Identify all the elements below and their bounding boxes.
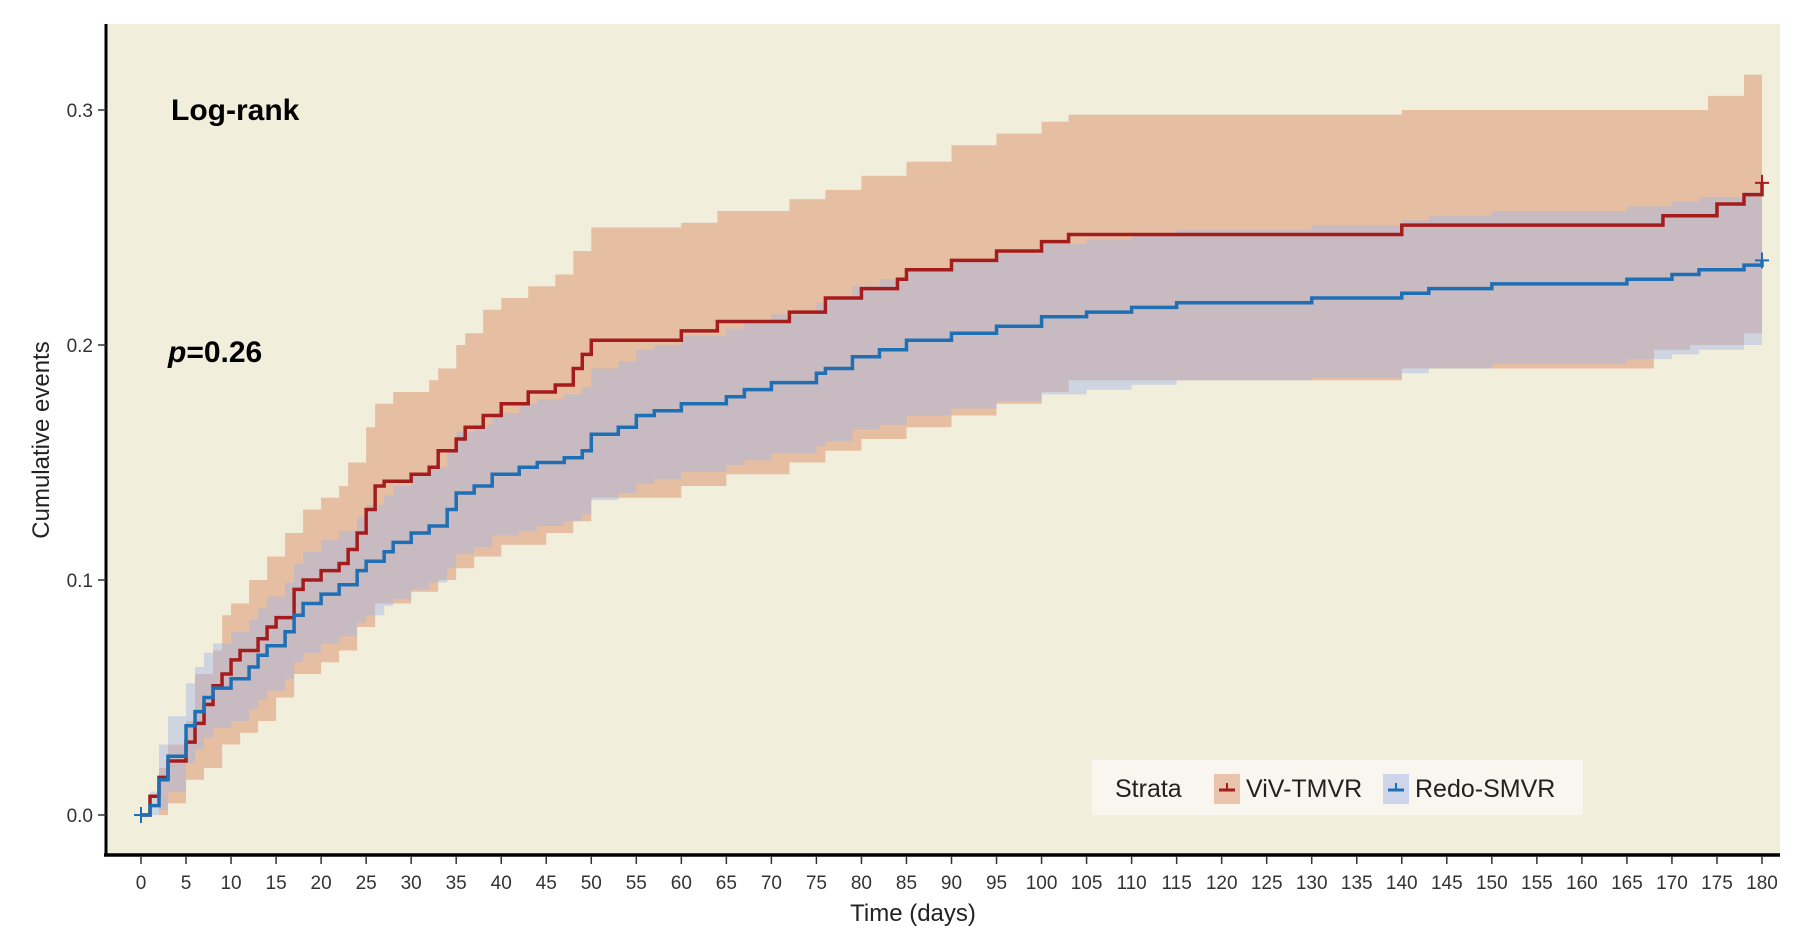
x-tick-label: 125	[1251, 873, 1283, 894]
y-ticks: 0.0 0.1 0.2 0.3	[67, 101, 106, 827]
legend-label-viv-tmvr: ViV-TMVR	[1246, 775, 1362, 803]
x-axis-title: Time (days)	[850, 900, 976, 927]
x-tick-label: 110	[1116, 873, 1146, 894]
x-tick-label: 0	[136, 873, 147, 894]
p-symbol: p	[167, 336, 186, 369]
x-tick-label: 35	[446, 873, 467, 894]
x-tick-label: 145	[1431, 873, 1463, 894]
x-tick-label: 80	[851, 873, 872, 894]
legend-title: Strata	[1115, 775, 1182, 803]
x-tick-label: 120	[1206, 873, 1238, 894]
x-tick-label: 45	[536, 873, 557, 894]
x-tick-label: 90	[941, 873, 962, 894]
x-tick-label: 170	[1656, 873, 1688, 894]
x-tick-label: 160	[1566, 873, 1598, 894]
x-tick-label: 105	[1071, 873, 1103, 894]
x-tick-label: 50	[581, 873, 602, 894]
censor-mark-viv-tmvr-end	[1755, 174, 1769, 191]
series-lines	[134, 174, 1769, 823]
x-tick-label: 70	[761, 873, 782, 894]
log-rank-label: Log-rank	[171, 94, 300, 127]
km-line-redo-smvr	[141, 260, 1764, 817]
x-tick-label: 5	[181, 873, 192, 894]
x-tick-label: 180	[1746, 873, 1778, 894]
x-tick-label: 55	[626, 873, 647, 894]
x-tick-label: 115	[1161, 873, 1191, 894]
y-tick-label: 0.2	[67, 336, 93, 357]
y-tick-label: 0.3	[67, 101, 93, 122]
censor-mark-redo-smvr-end	[1755, 252, 1769, 269]
x-tick-label: 130	[1296, 873, 1328, 894]
confidence-bands	[141, 74, 1762, 816]
x-tick-label: 25	[356, 873, 377, 894]
legend-box	[1092, 760, 1583, 815]
x-tick-label: 135	[1341, 873, 1373, 894]
axes	[104, 24, 1780, 857]
x-tick-label: 10	[220, 873, 241, 894]
x-tick-label: 15	[266, 873, 287, 894]
legend: Strata ViV-TMVR Redo-SMVR	[1092, 760, 1583, 815]
legend-key-redo-smvr	[1383, 774, 1409, 804]
y-tick-label: 0.0	[67, 806, 93, 827]
x-tick-label: 30	[401, 873, 422, 894]
x-tick-label: 95	[986, 873, 1007, 894]
x-tick-label: 75	[806, 873, 827, 894]
x-tick-label: 155	[1521, 873, 1553, 894]
x-tick-label: 150	[1476, 873, 1508, 894]
x-tick-label: 20	[311, 873, 332, 894]
x-tick-label: 65	[716, 873, 737, 894]
x-tick-label: 165	[1611, 873, 1643, 894]
legend-key-viv-tmvr	[1214, 774, 1240, 804]
x-tick-label: 85	[896, 873, 917, 894]
legend-label-redo-smvr: Redo-SMVR	[1415, 775, 1555, 803]
ci-band-viv-tmvr	[141, 74, 1762, 816]
x-tick-label: 140	[1386, 873, 1418, 894]
censor-mark-redo-smvr-start	[134, 807, 148, 823]
p-value-label: p=0.26	[167, 336, 262, 369]
ci-band-redo-smvr	[141, 187, 1762, 815]
p-value: =0.26	[186, 336, 262, 369]
x-tick-label: 60	[671, 873, 692, 894]
x-tick-label: 175	[1701, 873, 1733, 894]
x-tick-label: 40	[491, 873, 512, 894]
km-line-viv-tmvr	[141, 182, 1764, 817]
y-tick-label: 0.1	[67, 571, 93, 592]
x-ticks: 0 5 10 15 20 25 30 35 40 45 50 55 60 65 70 75 80 85 90 95 10…	[136, 856, 1778, 894]
y-axis-title: Cumulative events	[28, 341, 55, 538]
x-tick-label: 100	[1026, 873, 1058, 894]
